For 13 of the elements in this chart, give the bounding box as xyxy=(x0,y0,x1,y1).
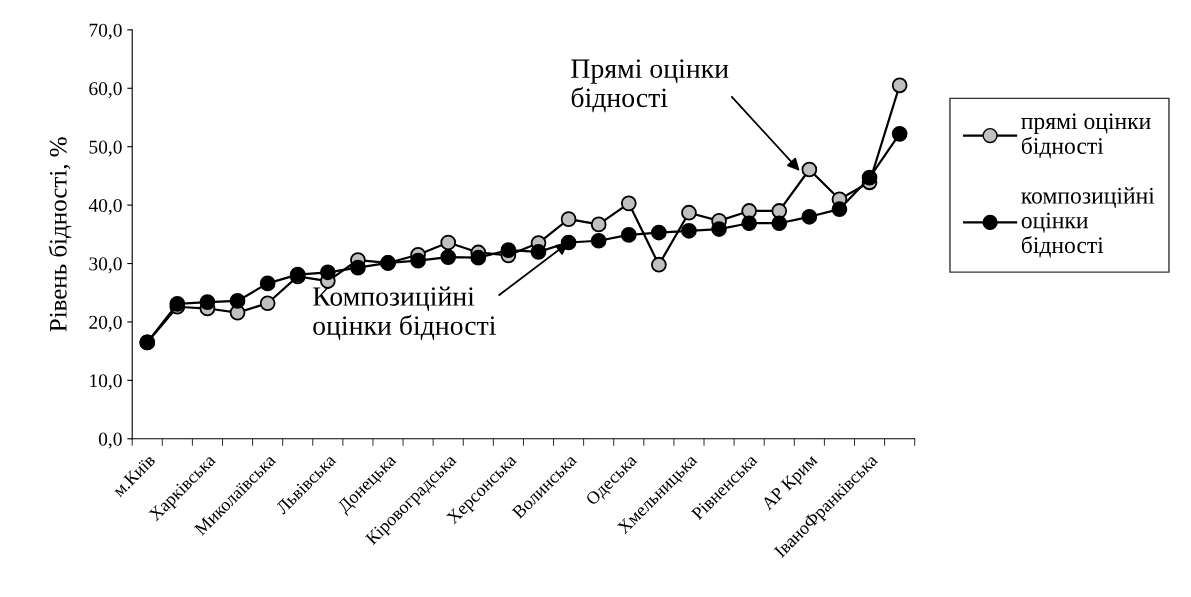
y-tick-label: 20,0 xyxy=(89,315,122,332)
legend-label: композиційні оцінки бідності xyxy=(1021,187,1155,258)
y-axis-title: Рівень бідності, % xyxy=(48,137,72,332)
y-tick-label: 10,0 xyxy=(90,374,122,391)
annotation: Прямі оцінки бідності xyxy=(571,59,729,113)
y-tick-label: 30,0 xyxy=(89,257,122,274)
legend-label: прямі оцінки бідності xyxy=(1021,113,1151,159)
y-tick-label: 0,0 xyxy=(98,432,122,449)
y-tick-label: 60,0 xyxy=(89,82,122,99)
y-tick-label: 40,0 xyxy=(88,198,122,215)
y-tick-label: 50,0 xyxy=(89,140,122,157)
annotation: Композиційні оцінки бідності xyxy=(312,286,496,341)
y-tick-label: 70,0 xyxy=(89,23,122,40)
